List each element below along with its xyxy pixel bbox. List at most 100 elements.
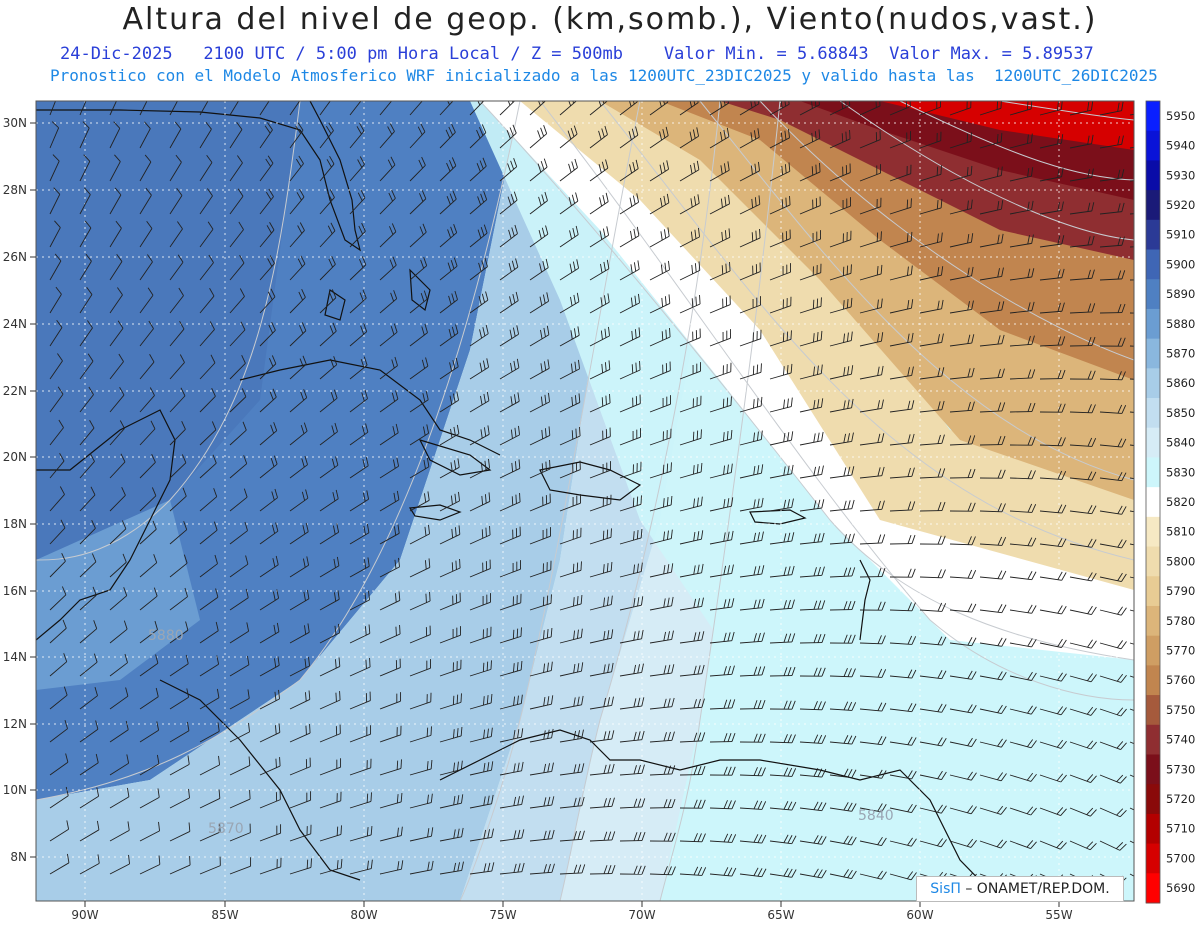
wind-barb	[1009, 739, 1037, 749]
wind-barb	[859, 399, 884, 413]
wind-barb	[79, 854, 100, 875]
wind-barb	[259, 355, 277, 380]
wind-barb	[829, 432, 854, 446]
wind-barb	[379, 658, 401, 677]
wind-barb	[79, 320, 93, 347]
wind-barb	[529, 762, 554, 776]
wind-barb	[199, 287, 215, 314]
wind-barb	[169, 287, 184, 314]
wind-barb	[919, 266, 944, 281]
wind-barb	[619, 327, 641, 347]
wind-barb	[559, 125, 578, 149]
wind-barb	[1039, 403, 1066, 413]
wind-barb	[739, 767, 766, 777]
wind-barb	[169, 420, 186, 446]
wind-barb	[139, 287, 154, 314]
wind-barb	[169, 121, 182, 149]
wind-barb	[769, 834, 797, 845]
wind-barb	[769, 431, 794, 446]
colorbar-swatch	[1146, 338, 1160, 369]
wind-barb	[889, 770, 917, 780]
wind-barb	[229, 254, 245, 281]
wind-barb	[949, 569, 977, 579]
wind-barb	[979, 469, 1006, 479]
wind-barb	[109, 486, 126, 512]
colorbar-label: 5860	[1166, 376, 1195, 390]
wind-barb	[949, 199, 973, 215]
wind-barb	[529, 359, 550, 380]
wind-barb	[889, 433, 915, 446]
wind-barb	[799, 667, 826, 677]
wind-barb	[619, 865, 646, 875]
wind-barb	[1039, 840, 1067, 850]
wind-barb	[289, 322, 307, 347]
wind-barb	[829, 600, 856, 611]
central-america-coast	[159, 679, 361, 881]
wind-barb	[349, 758, 372, 776]
wind-barb	[289, 690, 311, 710]
wind-barb	[679, 664, 705, 677]
wind-barb	[439, 101, 454, 116]
wind-barb	[109, 587, 128, 611]
wind-barb	[499, 560, 522, 578]
wind-barb	[499, 728, 524, 743]
wind-barb	[859, 870, 887, 880]
wind-barb	[259, 221, 275, 248]
wind-barb	[1129, 675, 1134, 678]
wind-barb	[469, 391, 490, 413]
wind-barb	[859, 164, 881, 182]
colorbar-swatch	[1146, 605, 1160, 637]
wind-barb	[229, 101, 240, 116]
wind-barb	[289, 101, 301, 116]
wind-barb	[1069, 168, 1094, 182]
wind-barb	[79, 453, 95, 479]
wind-barb	[439, 123, 456, 149]
wind-barb	[1069, 134, 1094, 149]
wind-barb	[529, 695, 554, 710]
colorbar-label: 5950	[1166, 109, 1195, 123]
wind-barb	[229, 622, 250, 644]
wind-barb	[169, 188, 183, 215]
forecast-time-line: 24-Dic-2025 2100 UTC / 5:00 pm Hora Loca…	[60, 44, 1094, 64]
wind-barb	[799, 398, 824, 413]
wind-barb	[679, 866, 707, 876]
wind-barb	[469, 559, 491, 578]
wind-barb	[49, 320, 63, 347]
wind-barb	[709, 833, 737, 843]
wind-barb	[469, 291, 489, 314]
wind-barb	[1039, 302, 1065, 314]
cuba-east	[418, 439, 492, 476]
wind-barb	[349, 590, 370, 611]
wind-barb	[139, 487, 157, 512]
wind-barb	[229, 655, 250, 677]
colorbar-label: 5720	[1166, 792, 1195, 806]
colorbar-swatch	[1146, 219, 1160, 251]
wind-barb	[379, 223, 397, 248]
wind-barb	[589, 561, 613, 578]
wind-barb	[799, 196, 821, 215]
wind-barb	[109, 854, 130, 875]
wind-barb	[469, 492, 491, 512]
colorbar-swatch	[1146, 576, 1160, 607]
wind-barb	[139, 687, 159, 710]
wind-barb	[109, 101, 117, 116]
wind-barb	[349, 624, 371, 644]
wind-barb	[349, 423, 369, 446]
wind-barb	[829, 533, 855, 545]
wind-barb	[529, 863, 555, 875]
wind-barb	[199, 755, 220, 776]
wind-barb	[649, 126, 669, 149]
wind-barb	[1129, 774, 1134, 778]
wind-barb	[199, 454, 217, 479]
wind-barb	[529, 661, 553, 677]
wind-barb	[469, 425, 490, 446]
wind-barb	[1099, 202, 1125, 215]
wind-barb	[529, 829, 555, 842]
colorbar: 5950 5940 5930 5920 5910 5900 5890 5880 5870 5860…	[1145, 100, 1195, 904]
wind-barb	[379, 156, 396, 182]
wind-barb	[379, 423, 399, 446]
wind-barb	[529, 627, 553, 644]
wind-barb	[289, 656, 310, 677]
wind-barb	[1099, 169, 1125, 182]
wind-barb	[79, 519, 96, 545]
